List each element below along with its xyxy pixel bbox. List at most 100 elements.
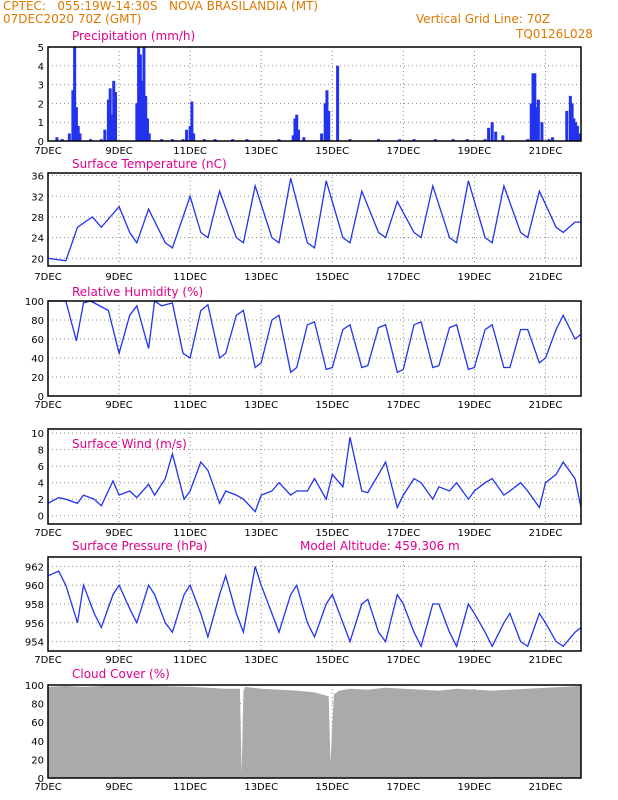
precip-bar <box>137 47 141 141</box>
precip-bar <box>170 139 174 141</box>
y-tick-label: 6 <box>38 462 44 473</box>
x-tick-label: 9DEC <box>105 782 132 793</box>
x-tick-label: 19DEC <box>458 146 492 157</box>
precip-bar <box>348 139 352 141</box>
precip-bar <box>533 73 537 141</box>
panel-title: Surface Temperature (nC) <box>72 157 227 171</box>
y-tick-label: 40 <box>31 354 44 365</box>
series-line <box>48 299 582 374</box>
x-tick-label: 7DEC <box>34 146 61 157</box>
y-tick-label: 3 <box>38 81 44 92</box>
y-tick-label: 0 <box>38 774 44 785</box>
precip-bar <box>147 133 151 141</box>
x-tick-label: 21DEC <box>529 400 563 411</box>
x-tick-label: 13DEC <box>244 272 278 283</box>
precip-bar <box>108 88 112 141</box>
precip-bar <box>433 139 437 141</box>
precip-bar <box>398 139 402 141</box>
x-tick-label: 9DEC <box>105 400 132 411</box>
precip-bar <box>572 118 576 141</box>
x-tick-label: 17DEC <box>386 400 420 411</box>
panel-annotation: Model Altitude: 459.306 m <box>300 539 460 553</box>
x-tick-label: 21DEC <box>529 146 563 157</box>
x-tick-label: 17DEC <box>386 146 420 157</box>
y-tick-label: 1 <box>38 118 44 129</box>
precip-bar <box>540 122 544 141</box>
y-tick-label: 100 <box>25 297 44 308</box>
y-tick-label: 958 <box>25 600 44 611</box>
header-grid-note: Vertical Grid Line: 70Z <box>416 12 551 26</box>
x-tick-label: 17DEC <box>386 528 420 539</box>
y-tick-label: 954 <box>25 638 44 649</box>
x-tick-label: 11DEC <box>173 655 207 666</box>
precip-bar <box>575 125 579 141</box>
x-tick-label: 13DEC <box>244 528 278 539</box>
precip-bar <box>327 110 331 141</box>
y-tick-label: 4 <box>38 479 44 490</box>
y-tick-label: 40 <box>31 737 44 748</box>
precip-bar <box>551 137 555 141</box>
x-tick-label: 15DEC <box>315 655 349 666</box>
x-tick-label: 15DEC <box>315 272 349 283</box>
y-tick-label: 0 <box>38 392 44 403</box>
panel-title: Surface Wind (m/s) <box>72 437 187 451</box>
precip-bar <box>529 103 533 141</box>
x-tick-label: 13DEC <box>244 400 278 411</box>
panel-frame <box>47 428 582 525</box>
precip-bar <box>526 139 530 141</box>
precip-bar <box>71 90 75 141</box>
x-tick-label: 11DEC <box>173 400 207 411</box>
precip-bar <box>67 133 71 141</box>
precip-bar <box>302 137 306 141</box>
panel-frame <box>47 556 582 652</box>
precip-bar <box>60 139 64 141</box>
precip-bar <box>181 139 185 141</box>
header-location: CPTEC: 055:19W-14:30S NOVA BRASILANDIA (… <box>3 0 319 13</box>
x-tick-label: 7DEC <box>34 528 61 539</box>
y-tick-label: 962 <box>25 562 44 573</box>
series-line <box>47 437 582 513</box>
precip-bar <box>295 114 299 141</box>
precip-bar <box>490 122 494 141</box>
precip-bar <box>277 139 281 141</box>
x-tick-label: 7DEC <box>34 782 61 793</box>
precip-bar <box>160 139 164 141</box>
precip-bar <box>325 90 329 141</box>
y-tick-label: 0 <box>38 137 44 148</box>
y-tick-label: 32 <box>31 192 44 203</box>
precip-bar <box>74 107 78 141</box>
x-tick-label: 15DEC <box>315 782 349 793</box>
precip-bar <box>483 139 487 141</box>
precip-bar <box>142 47 146 141</box>
panel-frame <box>47 684 582 779</box>
precip-bar <box>293 118 297 141</box>
precip-bar <box>376 139 380 141</box>
precip-bar <box>465 139 469 141</box>
y-tick-label: 60 <box>31 335 44 346</box>
x-tick-label: 15DEC <box>315 146 349 157</box>
precip-bar <box>188 125 192 141</box>
x-tick-label: 7DEC <box>34 400 61 411</box>
precip-bar <box>185 129 189 141</box>
x-tick-label: 21DEC <box>529 528 563 539</box>
x-tick-label: 21DEC <box>529 272 563 283</box>
x-tick-label: 13DEC <box>244 146 278 157</box>
y-tick-label: 0 <box>38 512 44 523</box>
header-date: 07DEC2020 70Z (GMT) <box>3 12 142 26</box>
precip-bar <box>536 99 540 141</box>
x-tick-label: 7DEC <box>34 655 61 666</box>
y-tick-label: 2 <box>38 99 44 110</box>
y-tick-label: 8 <box>38 446 44 457</box>
y-tick-label: 2 <box>38 495 44 506</box>
x-tick-label: 11DEC <box>173 272 207 283</box>
y-tick-label: 28 <box>31 213 44 224</box>
precip-bar <box>245 139 249 141</box>
y-tick-label: 20 <box>31 373 44 384</box>
precip-bar <box>202 139 206 141</box>
precip-bar <box>103 129 107 141</box>
x-tick-label: 11DEC <box>173 528 207 539</box>
precip-bar <box>76 125 80 141</box>
x-tick-label: 19DEC <box>458 782 492 793</box>
